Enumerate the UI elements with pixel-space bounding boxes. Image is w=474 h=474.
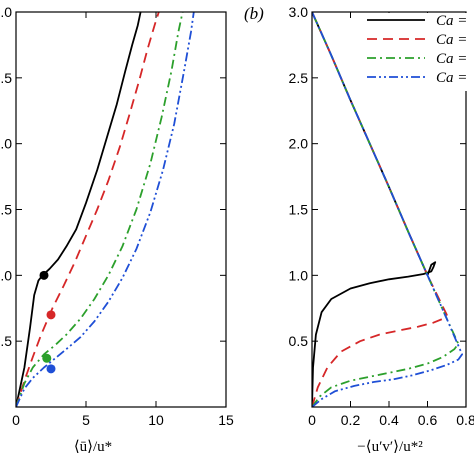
series-marker-1 [39, 270, 49, 280]
y-tick-label: 2.0 [289, 136, 309, 152]
x-axis-title: −⟨u′v′⟩/u*² [357, 439, 423, 455]
plot-frame [15, 11, 227, 408]
series-marker-3 [42, 353, 52, 363]
legend-label-4: Ca = [436, 70, 467, 86]
series-group [16, 12, 195, 407]
y-tick-label: 1.5 [0, 202, 12, 218]
x-axis-title: ⟨ū⟩/u* [74, 439, 112, 455]
legend-label-1: Ca = [436, 13, 467, 29]
y-tick-label: 2.5 [0, 70, 12, 86]
panel-label: (b) [244, 4, 264, 23]
y-tick-label: 1.0 [0, 267, 12, 283]
y-tick-label: .5 [0, 333, 12, 349]
y-tick-label: 2.0 [0, 136, 12, 152]
y-tick-label: 3.0 [0, 4, 12, 20]
series-line-4 [312, 12, 464, 407]
panel-a-mean-velocity: 0 5 10 15 .5 1.0 1.5 2.0 2.5 3.0 ⟨ū⟩/u* [0, 4, 234, 455]
series-group [312, 12, 464, 407]
x-tick-label: 0 [12, 412, 20, 428]
y-tick-label: 0.5 [289, 333, 309, 349]
legend: Ca = Ca = Ca = Ca = [362, 13, 474, 91]
series-marker-2 [46, 310, 56, 320]
x-tick-label: 0.4 [379, 412, 399, 428]
series-line-1 [16, 12, 142, 407]
x-tick-label: 0 [308, 412, 316, 428]
x-tick-label: 0.2 [341, 412, 361, 428]
series-line-3 [16, 12, 184, 407]
series-marker-4 [46, 364, 56, 374]
legend-label-3: Ca = [436, 51, 467, 67]
x-tick-label: 10 [148, 412, 164, 428]
x-tick-label: 15 [218, 412, 234, 428]
series-line-2 [16, 12, 160, 407]
x-tick-label: 0.6 [418, 412, 438, 428]
legend-label-2: Ca = [436, 32, 467, 48]
x-tick-label: 5 [82, 412, 90, 428]
panel-b-reynolds-stress: 0 0.2 0.4 0.6 0.8 0.5 1.0 1.5 2.0 2.5 3.0 −⟨u′v′⟩/u… [244, 4, 474, 455]
y-tick-label: 1.0 [289, 267, 309, 283]
x-tick-label: 0.8 [456, 412, 474, 428]
y-tick-label: 2.5 [289, 70, 309, 86]
y-tick-label: 1.5 [289, 202, 309, 218]
series-line-4 [16, 12, 195, 407]
y-tick-label: 3.0 [289, 4, 309, 20]
